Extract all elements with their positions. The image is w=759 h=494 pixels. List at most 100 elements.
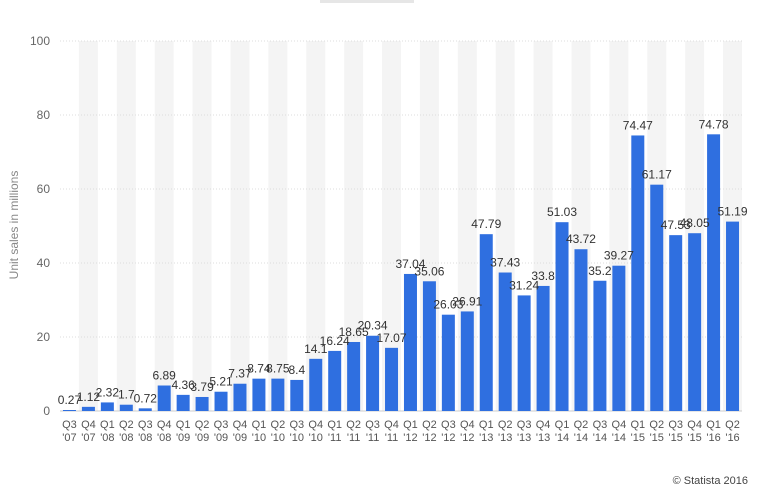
x-tick-year: '10 [309, 432, 323, 444]
data-label: 33.8 [531, 269, 555, 283]
bar [669, 235, 683, 411]
y-tick-label: 80 [37, 108, 51, 122]
bar [271, 378, 285, 411]
bar [726, 221, 740, 411]
bar [214, 391, 228, 411]
bar [252, 378, 266, 411]
y-tick-label: 0 [43, 404, 50, 418]
data-label: 0.27 [58, 393, 82, 407]
bar [631, 135, 645, 411]
x-tick-year: '09 [195, 432, 209, 444]
bar [517, 295, 531, 411]
x-tick-year: '10 [252, 432, 266, 444]
bar [479, 234, 493, 411]
column-stripe [78, 41, 98, 411]
x-tick-quarter: Q1 [327, 419, 342, 431]
x-tick-quarter: Q3 [138, 419, 153, 431]
x-tick-quarter: Q1 [100, 419, 115, 431]
x-tick-year: '12 [422, 432, 436, 444]
data-label: 26.91 [452, 294, 482, 308]
column-stripe [116, 41, 136, 411]
x-tick-year: '10 [290, 432, 304, 444]
column-stripe [306, 41, 326, 411]
x-tick-year: '11 [328, 432, 342, 444]
column-stripe [154, 41, 174, 411]
bar [555, 222, 569, 411]
data-label: 2.32 [96, 385, 120, 399]
data-label: 0.72 [134, 391, 158, 405]
data-label: 37.04 [395, 257, 425, 271]
x-tick-year: '09 [233, 432, 247, 444]
header-tab-marker [320, 0, 414, 3]
bar [81, 406, 95, 411]
x-tick-year: '15 [631, 432, 645, 444]
bar [385, 347, 399, 411]
bar [233, 383, 247, 411]
data-label: 1.7 [118, 388, 135, 402]
bar [195, 396, 209, 411]
x-tick-year: '12 [403, 432, 417, 444]
bar [366, 335, 380, 411]
x-tick-year: '08 [157, 432, 171, 444]
data-label: 61.17 [642, 168, 672, 182]
bar [347, 341, 361, 411]
x-tick-year: '08 [119, 432, 133, 444]
bar [176, 394, 190, 411]
bar [157, 385, 171, 411]
x-tick-quarter: Q1 [555, 419, 570, 431]
data-label: 31.24 [509, 278, 539, 292]
data-label: 74.78 [699, 117, 729, 131]
data-label: 6.89 [153, 369, 177, 383]
x-tick-quarter: Q1 [479, 419, 494, 431]
x-tick-year: '14 [593, 432, 607, 444]
x-tick-year: '12 [441, 432, 455, 444]
data-label: 8.75 [266, 362, 290, 376]
x-tick-quarter: Q4 [460, 419, 475, 431]
x-tick-quarter: Q4 [536, 419, 551, 431]
column-stripe [192, 41, 212, 411]
gridlines [60, 40, 742, 412]
bar [328, 350, 342, 411]
x-tick-year: '14 [612, 432, 626, 444]
x-tick-quarter: Q2 [649, 419, 664, 431]
x-tick-quarter: Q3 [289, 419, 304, 431]
data-label: 47.79 [471, 217, 501, 231]
x-tick-quarter: Q4 [687, 419, 702, 431]
x-tick-year: '14 [574, 432, 588, 444]
x-tick-year: '08 [100, 432, 114, 444]
x-tick-quarter: Q4 [157, 419, 172, 431]
data-label: 3.79 [190, 380, 214, 394]
x-tick-year: '14 [555, 432, 569, 444]
data-label: 8.74 [247, 362, 271, 376]
x-tick-quarter: Q3 [517, 419, 532, 431]
x-tick-quarter: Q2 [574, 419, 589, 431]
data-label: 20.34 [358, 319, 388, 333]
x-tick-quarter: Q2 [195, 419, 210, 431]
data-labels: 0.271.122.321.70.726.894.363.795.217.378… [58, 117, 748, 407]
bar [422, 281, 436, 411]
x-tick-quarter: Q4 [81, 419, 96, 431]
x-tick-quarter: Q2 [119, 419, 134, 431]
bar [100, 402, 114, 411]
data-label: 18.65 [339, 325, 369, 339]
data-label: 16.24 [320, 334, 350, 348]
bar [309, 358, 323, 411]
x-tick-year: '07 [81, 432, 95, 444]
x-tick-quarter: Q2 [271, 419, 286, 431]
x-tick-quarter: Q1 [706, 419, 721, 431]
x-tick-quarter: Q3 [441, 419, 456, 431]
x-tick-year: '13 [479, 432, 493, 444]
statista-credit[interactable]: © Statista 2016 [672, 475, 748, 487]
data-label: 39.27 [604, 249, 634, 263]
data-label: 37.43 [490, 256, 520, 270]
y-tick-label: 40 [37, 256, 51, 270]
data-label: 5.21 [209, 375, 233, 389]
data-label: 4.36 [171, 378, 195, 392]
x-tick-year: '11 [347, 432, 361, 444]
bar [536, 285, 550, 411]
bar [707, 134, 721, 411]
x-tick-year: '13 [498, 432, 512, 444]
x-tick-quarter: Q3 [365, 419, 380, 431]
data-label: 14.1 [304, 342, 328, 356]
